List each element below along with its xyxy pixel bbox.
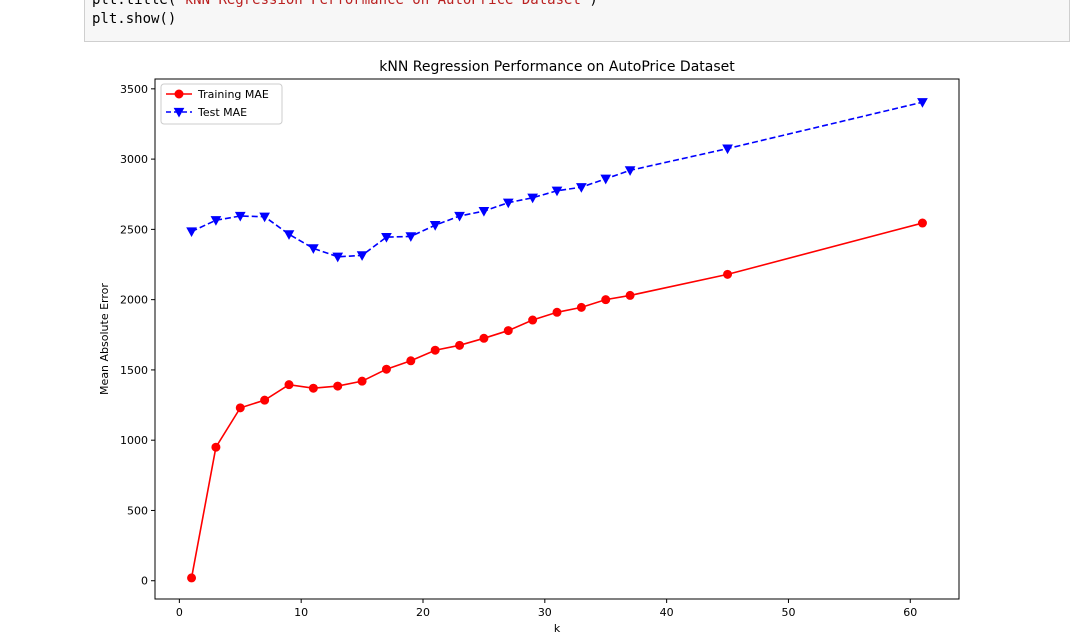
data-point-training-mae bbox=[723, 269, 733, 279]
legend-label-test-mae: Test MAE bbox=[197, 106, 247, 119]
series-test-mae bbox=[186, 98, 928, 263]
data-point-test-mae bbox=[381, 233, 392, 243]
data-point-test-mae bbox=[429, 221, 441, 231]
x-tick-label: 60 bbox=[903, 606, 917, 619]
data-point-training-mae bbox=[211, 442, 221, 452]
y-tick-label: 2000 bbox=[120, 294, 148, 307]
x-axis-label: k bbox=[554, 622, 561, 635]
x-tick-label: 30 bbox=[538, 606, 552, 619]
data-point-test-mae bbox=[722, 144, 733, 155]
data-point-training-mae bbox=[552, 307, 562, 317]
y-tick-label: 2500 bbox=[120, 223, 148, 236]
code-line-title: plt.title('kNN Regression Performance on… bbox=[92, 0, 1069, 10]
data-point-training-mae bbox=[260, 395, 270, 405]
legend: Training MAE Test MAE bbox=[160, 83, 283, 125]
data-point-training-mae bbox=[406, 356, 416, 366]
data-point-training-mae bbox=[333, 381, 343, 391]
code-title-string: 'kNN Regression Performance on AutoPrice… bbox=[176, 0, 590, 8]
data-point-test-mae bbox=[186, 227, 197, 238]
y-axis-label: Mean Absolute Error bbox=[98, 283, 111, 395]
data-point-test-mae bbox=[332, 252, 344, 263]
plot-frame bbox=[154, 78, 960, 600]
code-title-close: ) bbox=[589, 0, 598, 8]
data-point-training-mae bbox=[235, 403, 245, 413]
x-tick-label: 20 bbox=[416, 606, 430, 619]
data-point-test-mae bbox=[308, 244, 319, 254]
data-point-test-mae bbox=[600, 174, 612, 185]
data-point-training-mae bbox=[455, 340, 465, 350]
data-point-test-mae bbox=[502, 198, 514, 209]
chart-output: kNN Regression Performance on AutoPrice … bbox=[98, 59, 960, 635]
data-point-test-mae bbox=[551, 186, 563, 197]
code-title-call: plt.title( bbox=[92, 0, 177, 8]
data-point-test-mae bbox=[356, 251, 368, 261]
x-tick-label: 10 bbox=[294, 606, 308, 619]
y-tick-label: 1000 bbox=[120, 434, 148, 447]
data-point-training-mae bbox=[381, 364, 391, 374]
data-point-training-mae bbox=[503, 326, 513, 336]
chart-title: kNN Regression Performance on AutoPrice … bbox=[379, 59, 735, 75]
series-line-test-mae bbox=[191, 101, 923, 258]
data-point-test-mae bbox=[210, 216, 222, 226]
data-point-test-mae bbox=[234, 211, 246, 222]
data-point-test-mae bbox=[576, 183, 587, 193]
series-training-mae bbox=[187, 218, 927, 583]
data-point-test-mae bbox=[917, 98, 928, 108]
data-point-training-mae bbox=[284, 380, 294, 390]
y-tick-label: 1500 bbox=[120, 364, 148, 377]
legend-marker-test-mae bbox=[173, 107, 185, 118]
data-point-test-mae bbox=[283, 230, 295, 240]
code-line-show: plt.show() bbox=[92, 11, 177, 27]
x-tick-label: 40 bbox=[660, 606, 674, 619]
data-point-test-mae bbox=[527, 193, 538, 204]
data-point-test-mae bbox=[624, 166, 636, 176]
data-point-training-mae bbox=[187, 573, 197, 583]
data-point-training-mae bbox=[601, 295, 611, 305]
data-point-training-mae bbox=[528, 315, 538, 325]
legend-marker-training-mae bbox=[174, 89, 184, 99]
data-point-training-mae bbox=[308, 383, 318, 393]
legend-label-training-mae: Training MAE bbox=[197, 88, 269, 101]
data-point-training-mae bbox=[917, 218, 927, 228]
data-point-training-mae bbox=[479, 333, 489, 343]
series-line-training-mae bbox=[190, 222, 923, 579]
x-tick-label: 50 bbox=[781, 606, 795, 619]
x-tick-label: 0 bbox=[176, 606, 183, 619]
y-tick-label: 3500 bbox=[120, 83, 148, 96]
data-point-training-mae bbox=[576, 302, 586, 312]
data-point-test-mae bbox=[259, 212, 270, 223]
data-point-training-mae bbox=[430, 345, 440, 355]
data-point-test-mae bbox=[478, 207, 490, 217]
data-point-test-mae bbox=[454, 211, 465, 222]
data-point-test-mae bbox=[405, 232, 417, 242]
y-tick-label: 500 bbox=[127, 504, 148, 517]
data-point-training-mae bbox=[357, 376, 367, 386]
y-tick-label: 3000 bbox=[120, 153, 148, 166]
data-point-training-mae bbox=[625, 290, 635, 300]
code-cell[interactable]: plt.title('kNN Regression Performance on… bbox=[84, 0, 1070, 42]
y-tick-label: 0 bbox=[141, 575, 148, 588]
